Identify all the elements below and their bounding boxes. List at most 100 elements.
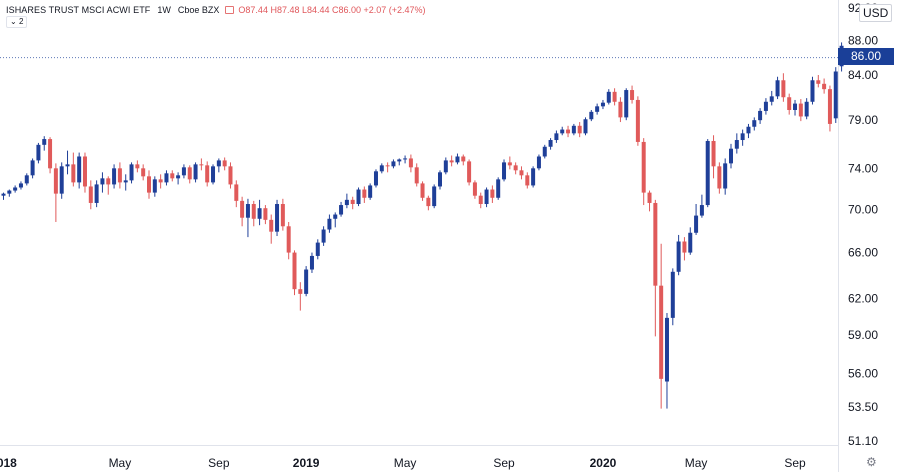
candle-body — [827, 89, 832, 124]
candle-body — [251, 204, 256, 219]
candle-body — [373, 171, 378, 186]
price-tick-label: 84.00 — [848, 68, 878, 82]
time-tick-label: May — [109, 456, 132, 470]
chart-legend: ISHARES TRUST MSCI ACWI ETF 1W Cboe BZX … — [6, 5, 426, 15]
candle-body — [496, 179, 501, 198]
indicator-collapse-button[interactable]: ⌄ 2 — [6, 16, 28, 28]
time-tick-label: Sep — [493, 456, 515, 470]
flag-icon[interactable] — [225, 6, 235, 14]
candle-body — [1, 193, 6, 196]
time-tick-label: Sep — [784, 456, 806, 470]
candle-body — [513, 165, 518, 171]
candle-body — [507, 162, 512, 166]
candle-body — [216, 160, 221, 167]
candle-body — [181, 167, 186, 176]
candle-body — [112, 168, 117, 185]
candle-body — [275, 204, 280, 232]
currency-button[interactable]: USD — [859, 4, 893, 22]
candle-body — [228, 166, 233, 185]
candle-body — [286, 226, 291, 253]
candle-body — [187, 167, 192, 180]
candle-body — [740, 133, 745, 141]
candle-body — [234, 184, 239, 201]
ohlc-values: O87.44 H87.48 L84.44 C86.00 +2.07 (+2.47… — [238, 5, 426, 15]
price-tick-label: 66.00 — [848, 246, 878, 260]
candle-body — [833, 71, 838, 119]
candle-body — [356, 189, 361, 205]
candle-body — [164, 173, 169, 183]
candle-body — [630, 90, 635, 100]
candle-body — [315, 242, 320, 256]
candle-body — [618, 101, 623, 118]
price-tick-label: 88.00 — [848, 34, 878, 48]
candle-body — [30, 160, 35, 176]
candle-body — [106, 178, 111, 185]
candle-body — [65, 164, 70, 167]
candle-body — [798, 103, 803, 117]
candle-body — [13, 187, 18, 191]
candle-body — [641, 141, 646, 193]
candle-body — [746, 126, 751, 134]
candle-body — [502, 162, 507, 180]
candle-body — [48, 139, 53, 169]
time-tick-label: May — [394, 456, 417, 470]
candle-body — [525, 175, 530, 186]
candle-body — [763, 101, 768, 111]
candle-body — [18, 183, 23, 188]
candle-body — [82, 156, 87, 187]
candle-body — [408, 158, 413, 168]
price-tick-label: 53.50 — [848, 400, 878, 414]
candle-body — [548, 140, 553, 147]
time-tick-label: 2020 — [590, 456, 617, 470]
candle-body — [94, 184, 99, 203]
candle-body — [117, 168, 122, 183]
candle-body — [414, 167, 419, 184]
candle-body — [403, 158, 408, 160]
candle-body — [694, 215, 699, 233]
candle-body — [449, 160, 454, 163]
candle-body — [350, 199, 355, 205]
candle-body — [810, 80, 815, 102]
candle-body — [170, 173, 175, 179]
candle-body — [723, 163, 728, 189]
time-tick-label: 2018 — [0, 456, 17, 470]
candle-body — [7, 190, 12, 194]
price-tick-label: 62.00 — [848, 292, 878, 306]
candle-body — [88, 186, 93, 203]
candle-body — [664, 317, 669, 382]
candle-body — [327, 218, 332, 230]
candle-body — [595, 106, 600, 112]
candle-body — [484, 189, 489, 205]
interval-label[interactable]: 1W — [157, 5, 171, 15]
candle-body — [461, 156, 466, 162]
candle-body — [438, 172, 442, 187]
candle-body — [682, 241, 687, 253]
candle-body — [280, 204, 285, 227]
gear-icon[interactable]: ⚙ — [866, 455, 877, 469]
candle-body — [612, 91, 617, 102]
price-tick-label: 70.00 — [848, 202, 878, 216]
candle-body — [670, 271, 675, 318]
candle-body — [240, 200, 245, 218]
candle-body — [705, 140, 710, 206]
candle-body — [589, 111, 594, 120]
candle-body — [635, 99, 640, 142]
candle-body — [59, 166, 64, 194]
candle-body — [472, 182, 477, 196]
candle-body — [24, 175, 29, 184]
price-axis-ticks: 92.0088.0084.0079.0074.0070.0066.0062.00… — [848, 1, 878, 448]
candle-body — [816, 80, 821, 84]
candle-body — [781, 80, 786, 98]
candle-body — [321, 229, 326, 243]
candle-body — [141, 168, 146, 177]
candle-body — [245, 204, 250, 218]
candle-body — [822, 83, 827, 90]
candles — [1, 42, 844, 409]
candle-body — [804, 101, 809, 117]
candle-body — [571, 125, 576, 134]
exchange-label: Cboe BZX — [177, 5, 220, 15]
candle-body — [123, 180, 128, 183]
candle-body — [176, 175, 181, 179]
candle-body — [490, 189, 495, 198]
